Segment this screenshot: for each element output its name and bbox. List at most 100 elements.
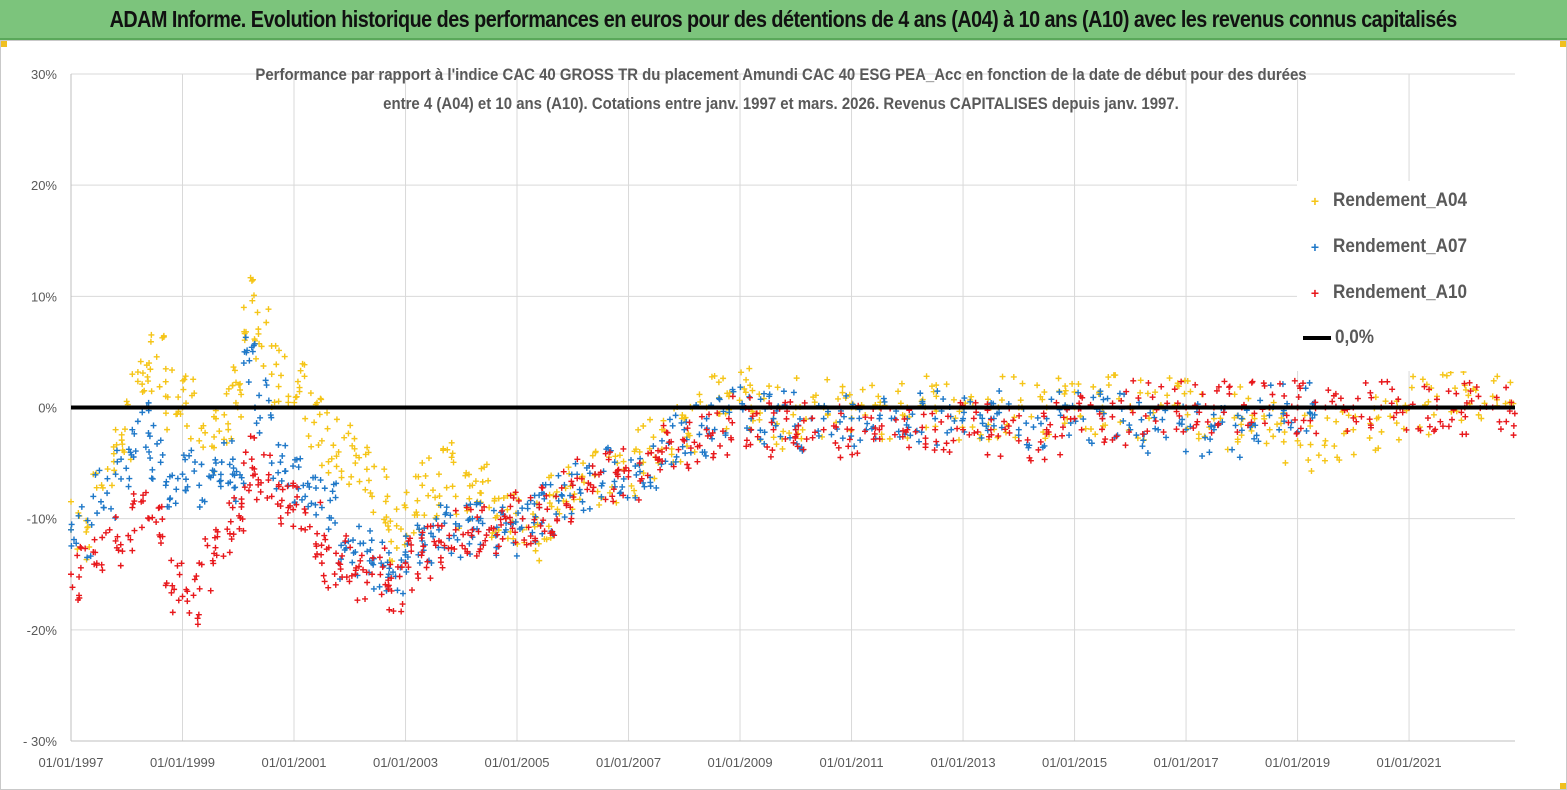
point-rendement_a10 bbox=[184, 588, 191, 595]
point-rendement_a07 bbox=[241, 348, 248, 355]
point-rendement_a07 bbox=[1182, 448, 1189, 455]
point-rendement_a07 bbox=[996, 388, 1003, 395]
point-rendement_a04 bbox=[148, 331, 155, 338]
point-rendement_a10 bbox=[870, 436, 877, 443]
point-rendement_a07 bbox=[932, 415, 939, 422]
point-rendement_a10 bbox=[809, 415, 816, 422]
point-rendement_a07 bbox=[977, 411, 984, 418]
point-rendement_a04 bbox=[253, 355, 260, 362]
point-rendement_a10 bbox=[1118, 397, 1125, 404]
point-rendement_a04 bbox=[1340, 430, 1347, 437]
point-rendement_a04 bbox=[365, 477, 372, 484]
point-rendement_a07 bbox=[279, 452, 286, 459]
point-rendement_a07 bbox=[182, 487, 189, 494]
point-rendement_a04 bbox=[1102, 422, 1109, 429]
point-rendement_a10 bbox=[293, 484, 300, 491]
point-rendement_a04 bbox=[98, 482, 105, 489]
point-rendement_a04 bbox=[134, 369, 141, 376]
point-rendement_a07 bbox=[990, 422, 997, 429]
point-rendement_a10 bbox=[439, 564, 446, 571]
point-rendement_a04 bbox=[640, 459, 647, 466]
point-rendement_a04 bbox=[770, 434, 777, 441]
point-rendement_a04 bbox=[330, 442, 337, 449]
point-rendement_a10 bbox=[1016, 412, 1023, 419]
point-rendement_a10 bbox=[1101, 439, 1108, 446]
point-rendement_a10 bbox=[922, 435, 929, 442]
point-rendement_a10 bbox=[1006, 429, 1013, 436]
point-rendement_a04 bbox=[393, 506, 400, 513]
point-rendement_a04 bbox=[216, 428, 223, 435]
point-rendement_a10 bbox=[537, 522, 544, 529]
point-rendement_a10 bbox=[294, 493, 301, 500]
point-rendement_a10 bbox=[474, 514, 481, 521]
point-rendement_a04 bbox=[297, 367, 304, 374]
point-rendement_a04 bbox=[548, 472, 555, 479]
point-rendement_a04 bbox=[118, 431, 125, 438]
point-rendement_a04 bbox=[1452, 385, 1459, 392]
point-rendement_a10 bbox=[333, 550, 340, 557]
point-rendement_a04 bbox=[943, 381, 950, 388]
point-rendement_a04 bbox=[747, 382, 754, 389]
point-rendement_a10 bbox=[390, 608, 397, 615]
point-rendement_a10 bbox=[753, 410, 760, 417]
point-rendement_a07 bbox=[256, 429, 263, 436]
point-rendement_a10 bbox=[1174, 400, 1181, 407]
point-rendement_a10 bbox=[405, 564, 412, 571]
point-rendement_a07 bbox=[275, 469, 282, 476]
point-rendement_a04 bbox=[411, 512, 418, 519]
point-rendement_a10 bbox=[1109, 436, 1116, 443]
point-rendement_a04 bbox=[1410, 373, 1417, 380]
point-rendement_a04 bbox=[1425, 431, 1432, 438]
point-rendement_a10 bbox=[507, 503, 514, 510]
point-rendement_a04 bbox=[164, 426, 171, 433]
point-rendement_a10 bbox=[157, 540, 164, 547]
point-rendement_a10 bbox=[1071, 415, 1078, 422]
point-rendement_a04 bbox=[818, 433, 825, 440]
point-rendement_a10 bbox=[620, 492, 627, 499]
point-rendement_a10 bbox=[424, 558, 431, 565]
point-rendement_a04 bbox=[351, 445, 358, 452]
point-rendement_a04 bbox=[1419, 376, 1426, 383]
point-rendement_a07 bbox=[777, 433, 784, 440]
point-rendement_a10 bbox=[872, 425, 879, 432]
point-rendement_a07 bbox=[78, 503, 85, 510]
point-rendement_a10 bbox=[1152, 418, 1159, 425]
point-rendement_a07 bbox=[1207, 436, 1214, 443]
point-rendement_a10 bbox=[1041, 456, 1048, 463]
point-rendement_a10 bbox=[987, 426, 994, 433]
point-rendement_a07 bbox=[586, 470, 593, 477]
point-rendement_a04 bbox=[212, 415, 219, 422]
point-rendement_a10 bbox=[1313, 430, 1320, 437]
point-rendement_a07 bbox=[555, 472, 562, 479]
point-rendement_a04 bbox=[162, 410, 169, 417]
point-rendement_a07 bbox=[84, 554, 91, 561]
point-rendement_a04 bbox=[273, 361, 280, 368]
point-rendement_a04 bbox=[631, 487, 638, 494]
point-rendement_a10 bbox=[467, 506, 474, 513]
point-rendement_a04 bbox=[169, 367, 176, 374]
point-rendement_a10 bbox=[710, 450, 717, 457]
point-rendement_a07 bbox=[386, 565, 393, 572]
point-rendement_a10 bbox=[260, 451, 267, 458]
point-rendement_a04 bbox=[147, 366, 154, 373]
point-rendement_a10 bbox=[531, 516, 538, 523]
point-rendement_a10 bbox=[224, 526, 231, 533]
chart-area[interactable]: 30% 20% 10% 0% -10% -20% - 30% 01/01/1997 01/01/… bbox=[0, 40, 1567, 790]
point-rendement_a10 bbox=[574, 475, 581, 482]
point-rendement_a10 bbox=[933, 438, 940, 445]
point-rendement_a04 bbox=[929, 383, 936, 390]
point-rendement_a10 bbox=[658, 448, 665, 455]
point-rendement_a07 bbox=[242, 334, 249, 341]
point-rendement_a04 bbox=[1481, 400, 1488, 407]
point-rendement_a04 bbox=[1324, 415, 1331, 422]
point-rendement_a10 bbox=[190, 592, 197, 599]
x-tick-label: 01/01/2005 bbox=[484, 755, 549, 770]
point-rendement_a10 bbox=[1283, 412, 1290, 419]
point-rendement_a04 bbox=[1439, 371, 1446, 378]
point-rendement_a07 bbox=[1280, 410, 1287, 417]
point-rendement_a07 bbox=[257, 414, 264, 421]
point-rendement_a07 bbox=[746, 393, 753, 400]
point-rendement_a07 bbox=[633, 471, 640, 478]
point-rendement_a04 bbox=[531, 523, 538, 530]
point-rendement_a07 bbox=[983, 423, 990, 430]
